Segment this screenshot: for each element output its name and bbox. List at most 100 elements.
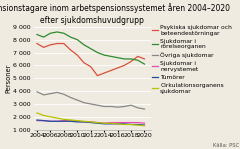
Psykiska sjukdomar och
beteendestörningar [96,75,99,77]
Övriga sjukdomar [56,91,59,93]
Line: Cirkulationsorganens
sjukdomar: Cirkulationsorganens sjukdomar [37,113,144,126]
Tumörer [103,123,106,125]
Line: Sjukdomar i
nervystemet: Sjukdomar i nervystemet [37,121,144,123]
Tumörer [89,122,92,124]
Tumörer [109,123,112,125]
Sjukdomar i
rörelseorganen [42,36,45,38]
Tumörer [96,122,99,124]
Psykiska sjukdomar och
beteendestörningar [69,49,72,51]
Tumörer [136,124,139,125]
Tumörer [49,120,52,122]
Psykiska sjukdomar och
beteendestörningar [130,61,132,62]
Cirkulationsorganens
sjukdomar [109,122,112,124]
Tumörer [143,124,146,126]
Title: Nya sjukpensionstagare inom arbetspensionssystemet åren 2004–2020
efter sjukdoms: Nya sjukpensionstagare inom arbetspensio… [0,3,230,25]
Övriga sjukdomar [83,102,85,104]
Sjukdomar i
nervystemet [136,122,139,124]
Tumörer [123,123,126,125]
Tumörer [130,124,132,125]
Övriga sjukdomar [130,104,132,106]
Sjukdomar i
nervystemet [130,122,132,124]
Sjukdomar i
nervystemet [96,122,99,124]
Y-axis label: Personer: Personer [5,63,11,93]
Cirkulationsorganens
sjukdomar [143,125,146,127]
Cirkulationsorganens
sjukdomar [136,124,139,126]
Övriga sjukdomar [116,106,119,108]
Övriga sjukdomar [76,99,79,101]
Line: Psykiska sjukdomar och
beteendestörningar: Psykiska sjukdomar och beteendestörninga… [37,44,144,76]
Cirkulationsorganens
sjukdomar [103,122,106,124]
Cirkulationsorganens
sjukdomar [36,112,38,114]
Sjukdomar i
rörelseorganen [69,36,72,38]
Legend: Psykiska sjukdomar och
beteendestörningar, Sjukdomar i
rörelseorganen, Övriga sj: Psykiska sjukdomar och beteendestörninga… [152,25,232,94]
Övriga sjukdomar [69,97,72,98]
Line: Sjukdomar i
rörelseorganen: Sjukdomar i rörelseorganen [37,32,144,64]
Cirkulationsorganens
sjukdomar [89,121,92,123]
Sjukdomar i
rörelseorganen [56,31,59,33]
Sjukdomar i
nervystemet [69,120,72,122]
Psykiska sjukdomar och
beteendestörningar [56,43,59,44]
Cirkulationsorganens
sjukdomar [76,120,79,122]
Övriga sjukdomar [96,104,99,106]
Sjukdomar i
rörelseorganen [76,39,79,41]
Cirkulationsorganens
sjukdomar [62,118,65,120]
Övriga sjukdomar [62,93,65,95]
Övriga sjukdomar [123,106,126,107]
Cirkulationsorganens
sjukdomar [96,122,99,124]
Psykiska sjukdomar och
beteendestörningar [36,43,38,44]
Övriga sjukdomar [49,93,52,95]
Sjukdomar i
nervystemet [109,122,112,124]
Sjukdomar i
nervystemet [116,122,119,124]
Sjukdomar i
rörelseorganen [49,32,52,34]
Cirkulationsorganens
sjukdomar [130,124,132,125]
Sjukdomar i
nervystemet [143,122,146,124]
Psykiska sjukdomar och
beteendestörningar [62,43,65,44]
Sjukdomar i
rörelseorganen [83,44,85,46]
Övriga sjukdomar [136,107,139,109]
Sjukdomar i
rörelseorganen [96,52,99,53]
Sjukdomar i
nervystemet [76,120,79,122]
Line: Tumörer: Tumörer [37,120,144,125]
Text: Källa: PSC: Källa: PSC [213,142,239,148]
Tumörer [36,119,38,121]
Psykiska sjukdomar och
beteendestörningar [136,55,139,57]
Sjukdomar i
nervystemet [56,120,59,122]
Line: Övriga sjukdomar: Övriga sjukdomar [37,92,144,109]
Psykiska sjukdomar och
beteendestörningar [42,46,45,48]
Tumörer [76,121,79,123]
Sjukdomar i
rörelseorganen [123,58,126,60]
Sjukdomar i
rörelseorganen [36,34,38,35]
Psykiska sjukdomar och
beteendestörningar [123,65,126,66]
Sjukdomar i
nervystemet [42,120,45,122]
Cirkulationsorganens
sjukdomar [83,120,85,122]
Sjukdomar i
nervystemet [62,120,65,122]
Cirkulationsorganens
sjukdomar [116,123,119,125]
Sjukdomar i
rörelseorganen [136,59,139,61]
Cirkulationsorganens
sjukdomar [69,119,72,121]
Sjukdomar i
nervystemet [36,120,38,122]
Psykiska sjukdomar och
beteendestörningar [103,72,106,74]
Övriga sjukdomar [36,91,38,93]
Cirkulationsorganens
sjukdomar [42,115,45,116]
Tumörer [56,120,59,122]
Psykiska sjukdomar och
beteendestörningar [109,70,112,71]
Övriga sjukdomar [143,108,146,110]
Psykiska sjukdomar och
beteendestörningar [76,54,79,56]
Sjukdomar i
rörelseorganen [130,58,132,60]
Psykiska sjukdomar och
beteendestörningar [49,44,52,46]
Cirkulationsorganens
sjukdomar [56,117,59,119]
Övriga sjukdomar [42,94,45,96]
Övriga sjukdomar [89,103,92,105]
Övriga sjukdomar [109,106,112,107]
Tumörer [42,120,45,122]
Sjukdomar i
rörelseorganen [143,63,146,65]
Sjukdomar i
nervystemet [89,121,92,123]
Tumörer [116,123,119,125]
Övriga sjukdomar [103,106,106,107]
Sjukdomar i
rörelseorganen [62,32,65,34]
Psykiska sjukdomar och
beteendestörningar [116,67,119,69]
Sjukdomar i
rörelseorganen [103,54,106,56]
Psykiska sjukdomar och
beteendestörningar [89,66,92,67]
Psykiska sjukdomar och
beteendestörningar [143,58,146,60]
Tumörer [62,120,65,122]
